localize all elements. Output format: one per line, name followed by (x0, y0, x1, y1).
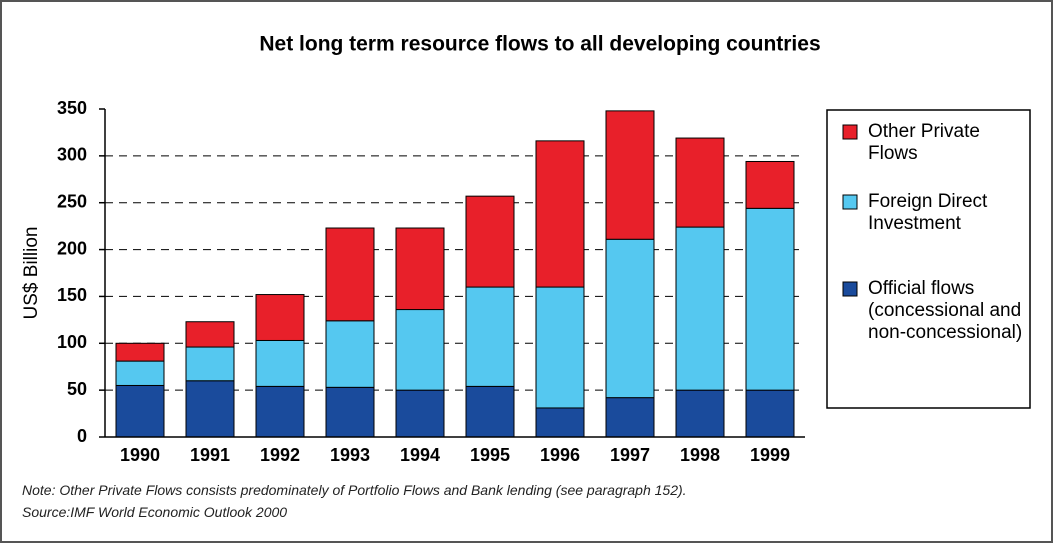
legend-swatch (842, 281, 858, 297)
bar-segment (255, 294, 305, 341)
bar-segment (185, 321, 235, 348)
bar-segment (395, 309, 445, 391)
bar-segment (115, 360, 165, 386)
y-tick-label: 250 (57, 191, 87, 211)
x-tick-label: 1996 (540, 445, 580, 465)
bar-segment (325, 320, 375, 388)
x-tick-label: 1997 (610, 445, 650, 465)
x-tick-label: 1990 (120, 445, 160, 465)
y-tick-label: 0 (77, 426, 87, 446)
bar-segment (255, 339, 305, 387)
bar-segment (605, 238, 655, 399)
bar-segment (395, 389, 445, 438)
y-axis-label: US$ Billion (21, 227, 42, 320)
bar-segment (535, 140, 585, 288)
legend-label: Foreign Direct Investment (868, 191, 988, 234)
bar-segment (115, 342, 165, 362)
bar-segment (675, 137, 725, 228)
legend-label: Other Private Flows (868, 121, 980, 164)
legend-swatch (842, 194, 858, 210)
source: Source:IMF World Economic Outlook 2000 (22, 504, 288, 520)
y-tick-label: 100 (57, 332, 87, 352)
y-tick-label: 50 (67, 379, 87, 399)
bar-segment (325, 386, 375, 438)
bar-segment (185, 346, 235, 382)
bar-segment (255, 385, 305, 438)
bar-segment (745, 207, 795, 391)
note: Note: Other Private Flows consists predo… (22, 482, 687, 498)
bar-segment (675, 389, 725, 438)
bar-segment (185, 380, 235, 438)
bar-segment (115, 384, 165, 438)
chart-title: Net long term resource flows to all deve… (259, 33, 820, 56)
legend-box (826, 109, 1031, 409)
bar-segment (465, 195, 515, 288)
legend-label: Official flows (concessional and non-con… (868, 278, 1023, 343)
bar-segment (745, 389, 795, 438)
y-tick-label: 350 (57, 98, 87, 118)
x-tick-label: 1992 (260, 445, 300, 465)
x-tick-label: 1993 (330, 445, 370, 465)
bar-segment (535, 286, 585, 409)
bar-segment (535, 407, 585, 438)
bar-segment (465, 385, 515, 438)
y-tick-label: 200 (57, 238, 87, 258)
legend-swatch (842, 124, 858, 140)
bar-segment (675, 226, 725, 391)
bar-segment (745, 160, 795, 209)
y-tick-label: 150 (57, 285, 87, 305)
bar-segment (395, 227, 445, 311)
x-tick-label: 1999 (750, 445, 790, 465)
bar-segment (325, 227, 375, 322)
y-tick-label: 300 (57, 145, 87, 165)
bar-segment (465, 286, 515, 387)
bar-segment (605, 110, 655, 240)
x-tick-label: 1998 (680, 445, 720, 465)
bar-segment (605, 397, 655, 438)
x-tick-label: 1991 (190, 445, 230, 465)
x-tick-label: 1994 (400, 445, 440, 465)
x-tick-label: 1995 (470, 445, 510, 465)
